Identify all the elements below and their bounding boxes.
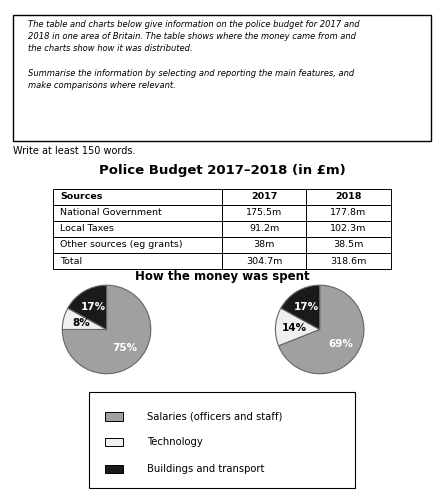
Bar [222,253,306,269]
Text: 177.8m: 177.8m [330,208,367,217]
Text: Sources: Sources [60,192,103,201]
Text: 75%: 75% [112,343,137,353]
Text: 102.3m: 102.3m [330,224,367,233]
Text: 69%: 69% [329,339,353,349]
Text: 2018: 2018 [335,192,362,201]
Text: Write at least 150 words.: Write at least 150 words. [13,146,136,156]
Text: Salaries (officers and staff): Salaries (officers and staff) [147,411,283,421]
Text: 17%: 17% [81,302,106,312]
Bar [222,189,306,205]
Text: Local Taxes: Local Taxes [60,224,114,233]
Wedge shape [275,308,320,346]
Bar [306,253,391,269]
Text: Total: Total [60,257,82,266]
Text: How the money was spent: How the money was spent [135,270,309,283]
Text: 2017: 2017 [89,394,124,406]
Text: Other sources (eg grants): Other sources (eg grants) [60,240,182,249]
Bar [306,205,391,221]
Text: 2017: 2017 [251,192,278,201]
Bar [306,221,391,237]
Bar [105,465,123,473]
Bar [53,189,222,205]
Text: Police Budget 2017–2018 (in £m): Police Budget 2017–2018 (in £m) [99,164,345,177]
Text: The table and charts below give information on the police budget for 2017 and
20: The table and charts below give informat… [28,20,360,90]
Text: 304.7m: 304.7m [246,257,282,266]
Text: 17%: 17% [294,302,319,312]
Bar [53,237,222,253]
Bar [105,412,123,421]
Text: Technology: Technology [147,437,203,447]
Wedge shape [68,285,107,329]
Bar [222,221,306,237]
Text: National Government: National Government [60,208,162,217]
Text: 318.6m: 318.6m [330,257,367,266]
Text: 38.5m: 38.5m [333,240,364,249]
Wedge shape [62,285,151,374]
Text: 8%: 8% [73,318,91,328]
Bar [306,189,391,205]
Text: 2018: 2018 [302,394,337,406]
Text: 175.5m: 175.5m [246,208,282,217]
Wedge shape [281,285,320,329]
Bar [306,237,391,253]
Wedge shape [278,285,364,374]
Bar [105,438,123,446]
Bar [222,237,306,253]
Wedge shape [62,308,107,329]
Bar [53,253,222,269]
Text: 91.2m: 91.2m [249,224,279,233]
Bar [222,205,306,221]
Text: 14%: 14% [281,323,307,333]
Text: Buildings and transport: Buildings and transport [147,464,265,474]
Bar [53,205,222,221]
Bar [53,221,222,237]
Text: 38m: 38m [254,240,275,249]
